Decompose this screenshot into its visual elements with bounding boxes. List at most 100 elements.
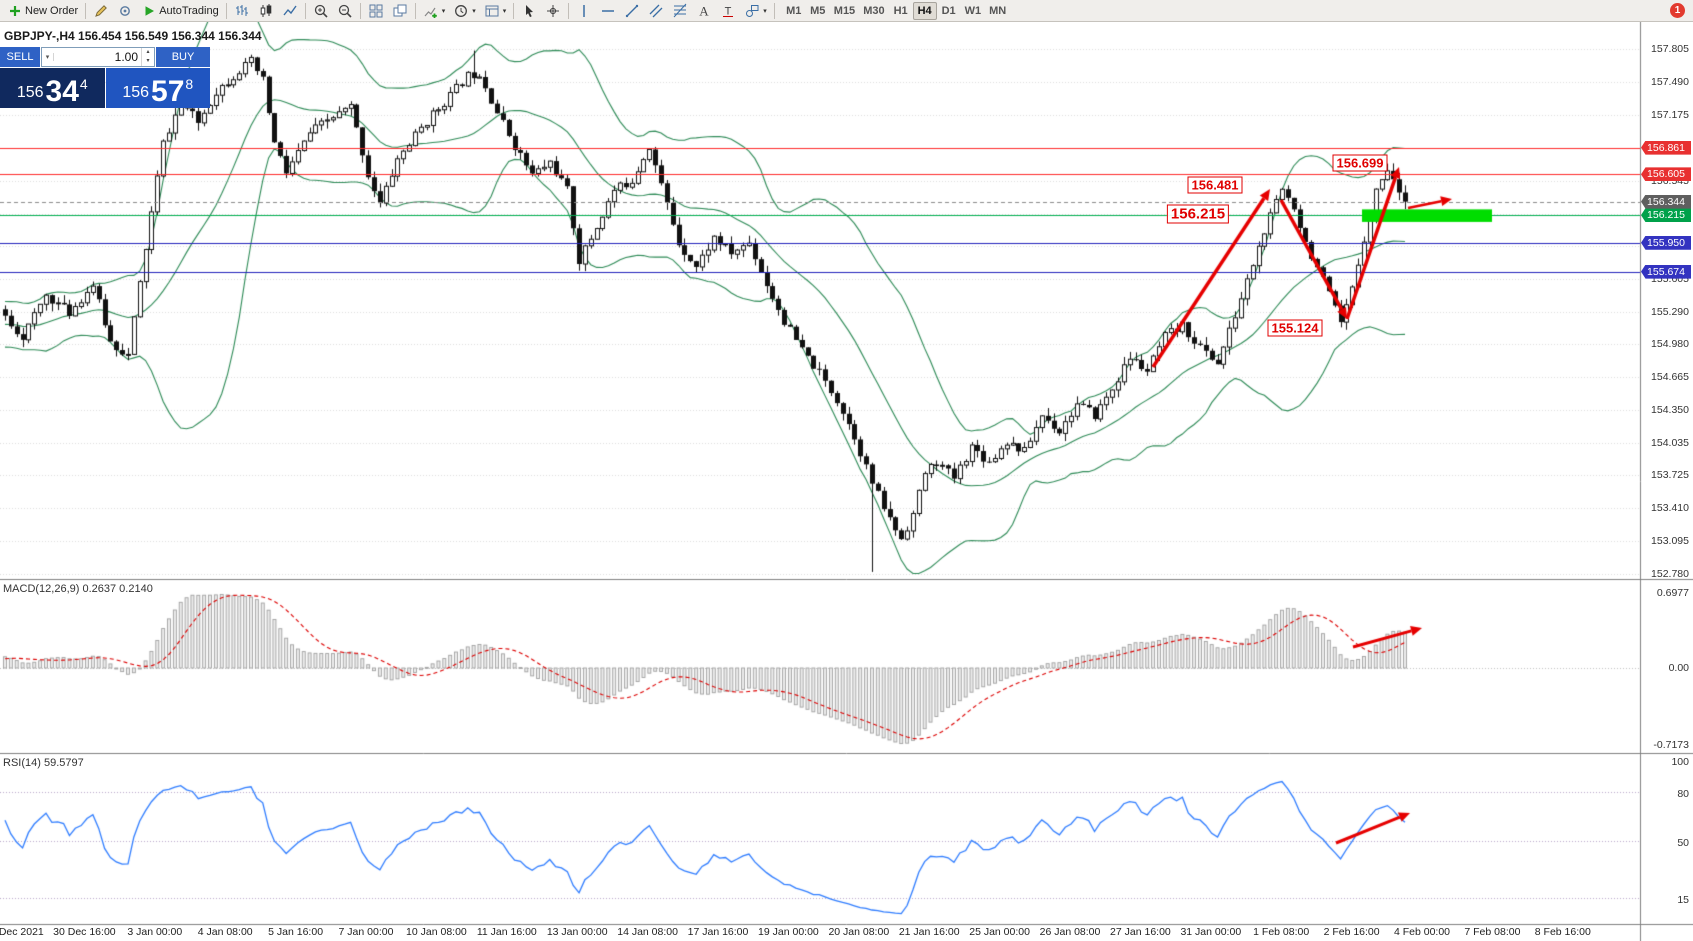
timeframe-d1-button[interactable]: D1 <box>937 2 961 20</box>
time-axis-label: 21 Jan 16:00 <box>898 926 960 938</box>
price-tag-155.674: 155.674 <box>1641 264 1691 279</box>
timeframe-m1-button[interactable]: M1 <box>782 2 806 20</box>
toolbar-separator <box>225 2 227 19</box>
volume-field[interactable]: ▾ 1.00 ▴ ▾ <box>41 47 155 67</box>
time-axis-label: 30 Dec 16:00 <box>53 926 116 938</box>
candlestick-chart-button[interactable] <box>254 1 278 21</box>
channel-icon <box>648 3 664 19</box>
macd-axis-label: 0.00 <box>1668 662 1689 674</box>
time-axis-label: 7 Feb 08:00 <box>1464 926 1521 938</box>
annotation-label-155.124[interactable]: 155.124 <box>1267 319 1323 337</box>
metaeditor-button[interactable] <box>89 1 113 21</box>
zoom-out-icon <box>337 3 353 19</box>
text-button[interactable]: A <box>692 1 716 21</box>
spinner-up-icon[interactable]: ▴ <box>146 49 150 55</box>
play-green-icon <box>141 3 157 19</box>
time-axis-label: 2 Feb 16:00 <box>1323 926 1380 938</box>
time-axis-label: 14 Jan 08:00 <box>617 926 678 938</box>
dropdown-caret-icon: ▾ <box>502 7 507 15</box>
tile-icon <box>368 3 384 19</box>
zoom-in-button[interactable] <box>309 1 333 21</box>
volume-dropdown-icon[interactable]: ▾ <box>42 53 54 61</box>
macd-axis-label: -0.7173 <box>1653 739 1689 752</box>
line-chart-button[interactable] <box>278 1 302 21</box>
svg-text:T: T <box>725 5 732 17</box>
shapes-icon <box>744 3 760 19</box>
time-axis-label: 4 Feb 00:00 <box>1393 926 1451 938</box>
toolbar: New Order AutoTrading ▾ ▾ ▾ A T ▾ M1 M5 M15 M30 H1 H… <box>0 0 1693 22</box>
rsi-axis-label: 100 <box>1671 756 1689 768</box>
trend-icon <box>624 3 640 19</box>
text-a-icon: A <box>696 3 712 19</box>
sell-price-pips: 34 <box>45 74 79 108</box>
annotation-label-156.215[interactable]: 156.215 <box>1166 204 1230 224</box>
zoom-out-button[interactable] <box>333 1 357 21</box>
crosshair-icon <box>545 3 561 19</box>
new-order-label: New Order <box>25 4 79 17</box>
fibonacci-button[interactable] <box>668 1 692 21</box>
line-icon <box>282 3 298 19</box>
vertical-line-button[interactable] <box>572 1 596 21</box>
trade-panel-price-row: 156 34 4 156 57 8 <box>0 68 210 108</box>
time-axis-label: 31 Jan 00:00 <box>1180 926 1242 938</box>
spinner-down-icon[interactable]: ▾ <box>146 58 150 64</box>
volume-spinner[interactable]: ▴ ▾ <box>141 48 154 66</box>
text-t-icon: T <box>720 3 736 19</box>
crosshair-button[interactable] <box>541 1 565 21</box>
shapes-button[interactable]: ▾ <box>740 1 771 21</box>
timeframe-m5-button[interactable]: M5 <box>806 2 830 20</box>
indicators-button[interactable]: ▾ <box>419 1 450 21</box>
autotrading-label: AutoTrading <box>159 4 219 17</box>
cursor-button[interactable] <box>517 1 541 21</box>
time-axis-label: 30 Dec 2021 <box>0 926 44 938</box>
buy-button[interactable]: BUY <box>156 47 210 67</box>
trendline-button[interactable] <box>620 1 644 21</box>
toolbar-separator <box>85 2 87 19</box>
time-axis-label: 7 Jan 00:00 <box>338 926 394 938</box>
toolbar-separator <box>414 2 416 19</box>
gear-icon <box>117 3 133 19</box>
timeframe-m30-button[interactable]: M30 <box>859 2 888 20</box>
timeframe-m15-button[interactable]: M15 <box>830 2 859 20</box>
toolbar-buttons: New Order AutoTrading ▾ ▾ ▾ A T ▾ <box>3 1 778 21</box>
sell-price-point: 4 <box>79 76 88 92</box>
rsi-axis-label: 50 <box>1677 837 1689 849</box>
autotrading-button[interactable]: AutoTrading <box>137 1 223 21</box>
vline-icon <box>576 3 592 19</box>
buy-price-button[interactable]: 156 57 8 <box>105 68 210 108</box>
options-button[interactable] <box>113 1 137 21</box>
tile-windows-button[interactable] <box>364 1 388 21</box>
bar-chart-button[interactable] <box>230 1 254 21</box>
volume-value[interactable]: 1.00 <box>114 50 138 64</box>
zoom-in-icon <box>313 3 329 19</box>
equidistant-channel-button[interactable] <box>644 1 668 21</box>
timeframe-mn-button[interactable]: MN <box>985 2 1010 20</box>
sell-price-button[interactable]: 156 34 4 <box>0 68 105 108</box>
trade-panel-header-row: SELL ▾ 1.00 ▴ ▾ BUY <box>0 47 210 67</box>
notification-badge[interactable]: 1 <box>1670 3 1685 18</box>
cursor-icon <box>521 3 537 19</box>
sell-button[interactable]: SELL <box>0 47 40 67</box>
price-axis-label: 153.095 <box>1651 535 1689 548</box>
cascade-windows-button[interactable] <box>388 1 412 21</box>
periods-button[interactable]: ▾ <box>449 1 480 21</box>
annotation-label-156.481[interactable]: 156.481 <box>1187 176 1243 194</box>
price-axis-label: 155.290 <box>1651 305 1689 318</box>
price-axis-label: 154.035 <box>1651 436 1689 449</box>
annotation-label-156.699[interactable]: 156.699 <box>1332 154 1388 172</box>
template-icon <box>484 3 500 19</box>
text-label-button[interactable]: T <box>716 1 740 21</box>
horizontal-line-button[interactable] <box>596 1 620 21</box>
price-axis-label: 157.805 <box>1651 43 1689 55</box>
templates-button[interactable]: ▾ <box>480 1 511 21</box>
rsi-indicator-label: RSI(14) 59.5797 <box>3 757 84 769</box>
timeframe-w1-button[interactable]: W1 <box>961 2 986 20</box>
timeframe-h4-button[interactable]: H4 <box>912 1 937 20</box>
chart-symbol-info: GBPJPY-,H4 156.454 156.549 156.344 156.3… <box>4 29 262 43</box>
toolbar-separator <box>773 2 775 19</box>
price-axis-label: 153.725 <box>1651 469 1689 482</box>
new-order-button[interactable]: New Order <box>3 1 82 21</box>
timeframe-h1-button[interactable]: H1 <box>889 2 913 20</box>
one-click-trade-panel: SELL ▾ 1.00 ▴ ▾ BUY 156 34 4 156 57 8 <box>0 47 210 108</box>
